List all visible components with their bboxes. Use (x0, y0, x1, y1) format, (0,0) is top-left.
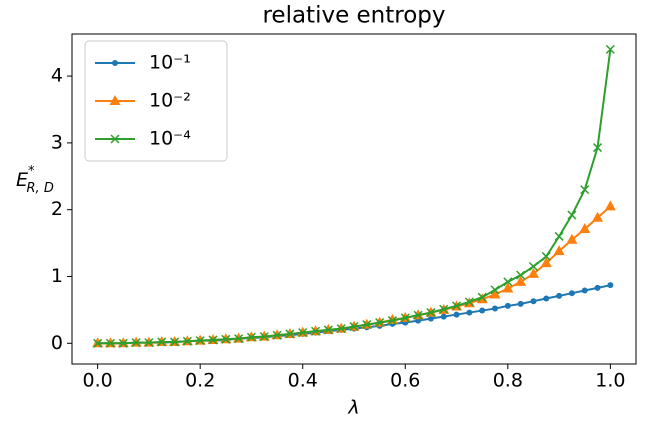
point (452, 301, 462, 311)
point (157, 337, 167, 347)
point (439, 304, 449, 314)
point (477, 292, 487, 302)
point (400, 313, 410, 323)
point (528, 261, 538, 272)
point (556, 292, 563, 299)
point (195, 336, 205, 346)
point (594, 284, 601, 291)
point (427, 315, 434, 322)
point (592, 211, 604, 222)
plot-frame (71, 33, 637, 365)
point (259, 332, 269, 342)
point (112, 60, 118, 66)
point (530, 298, 537, 305)
point (144, 338, 154, 348)
point (580, 185, 590, 195)
point (413, 310, 423, 320)
point (131, 338, 141, 348)
point (527, 267, 539, 278)
point (208, 335, 218, 345)
point (234, 334, 244, 344)
y-tick-label: 3 (51, 131, 63, 153)
point (489, 288, 501, 299)
point (554, 231, 564, 241)
x-tick-label: 0.2 (185, 370, 215, 392)
point (579, 223, 591, 234)
point (182, 336, 192, 346)
point (311, 326, 321, 336)
series (94, 282, 614, 347)
point (517, 300, 524, 307)
x-tick-label: 1.0 (595, 370, 625, 392)
point (93, 338, 103, 348)
legend-label: 10⁻¹ (149, 52, 191, 74)
y-tick-label: 4 (51, 65, 63, 87)
point (362, 320, 372, 330)
point (170, 337, 180, 347)
point (110, 134, 120, 144)
point (593, 143, 603, 153)
point (605, 44, 615, 54)
point (272, 330, 282, 340)
point (503, 277, 513, 287)
x-tick-label: 0.8 (493, 370, 523, 392)
y-tick-label: 1 (51, 265, 63, 287)
point (541, 251, 551, 261)
point (221, 334, 231, 344)
series (92, 200, 616, 348)
y-axis-label: E* R, D (16, 164, 54, 196)
point (540, 257, 552, 268)
point (566, 233, 578, 244)
x-tick-label: 0.6 (390, 370, 420, 392)
point (298, 328, 308, 338)
point (387, 316, 397, 326)
point (375, 318, 385, 328)
point (504, 302, 511, 309)
point (118, 338, 128, 348)
point (336, 324, 346, 334)
point (479, 307, 486, 314)
point (543, 295, 550, 302)
point (426, 308, 436, 318)
x-tick-label: 0.0 (83, 370, 113, 392)
chart-title: relative entropy (262, 3, 445, 29)
point (567, 210, 577, 220)
x-axis-label: λ (347, 397, 359, 419)
legend-box (84, 40, 228, 162)
point (349, 322, 359, 332)
point (105, 338, 115, 348)
series-line (97, 284, 611, 345)
point (246, 332, 256, 342)
legend-label: 10⁻² (149, 90, 191, 112)
y-tick-label: 0 (51, 332, 63, 354)
point (490, 285, 500, 295)
point (323, 325, 333, 335)
legend: 10⁻¹ 10⁻² 10⁻⁴ (84, 40, 228, 162)
point (285, 329, 295, 339)
point (502, 282, 514, 293)
legend-label: 10⁻⁴ (149, 128, 191, 150)
x-tick-label: 0.4 (288, 370, 318, 392)
point (553, 245, 565, 256)
point (607, 282, 614, 289)
point (604, 200, 616, 211)
y-label-sup: * (28, 164, 35, 179)
point (581, 287, 588, 294)
point (492, 305, 498, 312)
y-tick-label: 2 (51, 198, 63, 220)
point (466, 309, 473, 316)
point (515, 275, 527, 286)
series (93, 44, 615, 348)
y-label-base: E (16, 169, 28, 191)
point (109, 95, 121, 105)
point (568, 290, 575, 297)
point (453, 311, 460, 318)
point (516, 270, 526, 280)
point (440, 313, 447, 320)
y-label-sub: R, D (27, 181, 54, 196)
point (464, 297, 474, 307)
